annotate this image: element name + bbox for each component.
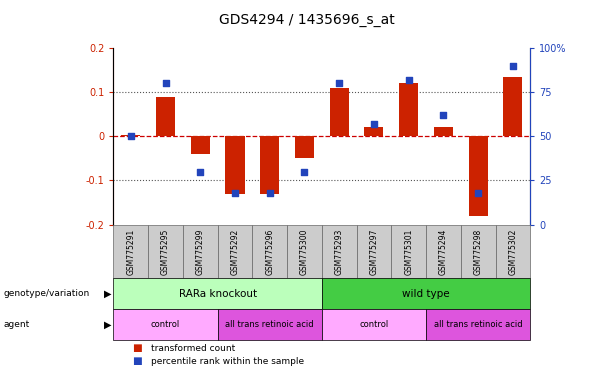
Point [161,80,170,86]
Bar [191,136,210,154]
Bar [218,225,253,278]
Text: control: control [151,320,180,329]
Text: GSM775297: GSM775297 [370,228,378,275]
Bar [399,83,418,136]
Bar [113,278,322,309]
Text: transformed count: transformed count [151,344,235,353]
Bar [113,225,148,278]
Bar [357,225,391,278]
Bar [148,225,183,278]
Bar [330,88,349,136]
Point [438,112,448,118]
Text: all trans retinoic acid: all trans retinoic acid [434,320,522,329]
Bar [468,136,488,216]
Text: RARa knockout: RARa knockout [178,289,257,299]
Bar [461,225,495,278]
Text: ▶: ▶ [104,289,111,299]
Bar [322,309,426,340]
Point [230,190,240,196]
Text: GSM775292: GSM775292 [230,228,240,275]
Text: GSM775301: GSM775301 [404,228,413,275]
Bar [495,225,530,278]
Bar [253,225,287,278]
Text: GSM775294: GSM775294 [439,228,448,275]
Text: GSM775300: GSM775300 [300,228,309,275]
Text: ■: ■ [132,343,142,354]
Bar [295,136,314,159]
Bar [426,309,530,340]
Text: ■: ■ [132,356,142,366]
Bar [434,127,453,136]
Text: all trans retinoic acid: all trans retinoic acid [226,320,314,329]
Bar [226,136,245,194]
Bar [364,127,384,136]
Point [265,190,275,196]
Text: GDS4294 / 1435696_s_at: GDS4294 / 1435696_s_at [219,13,394,27]
Bar [503,77,522,136]
Text: GSM775302: GSM775302 [508,228,517,275]
Text: genotype/variation: genotype/variation [3,289,89,298]
Bar [113,309,218,340]
Text: GSM775293: GSM775293 [335,228,344,275]
Bar [322,278,530,309]
Text: GSM775291: GSM775291 [126,228,135,275]
Point [369,121,379,127]
Text: percentile rank within the sample: percentile rank within the sample [151,357,305,366]
Text: GSM775298: GSM775298 [474,228,482,275]
Bar [287,225,322,278]
Point [508,63,518,69]
Bar [426,225,461,278]
Bar [391,225,426,278]
Point [334,80,344,86]
Bar [322,225,357,278]
Text: GSM775295: GSM775295 [161,228,170,275]
Point [196,169,205,175]
Point [473,190,483,196]
Text: agent: agent [3,320,29,329]
Bar [260,136,280,194]
Bar [183,225,218,278]
Text: wild type: wild type [402,289,450,299]
Bar [156,97,175,136]
Text: GSM775296: GSM775296 [265,228,274,275]
Bar [218,309,322,340]
Point [404,77,414,83]
Point [126,133,135,139]
Text: ▶: ▶ [104,319,111,329]
Text: control: control [359,320,389,329]
Point [300,169,310,175]
Text: GSM775299: GSM775299 [196,228,205,275]
